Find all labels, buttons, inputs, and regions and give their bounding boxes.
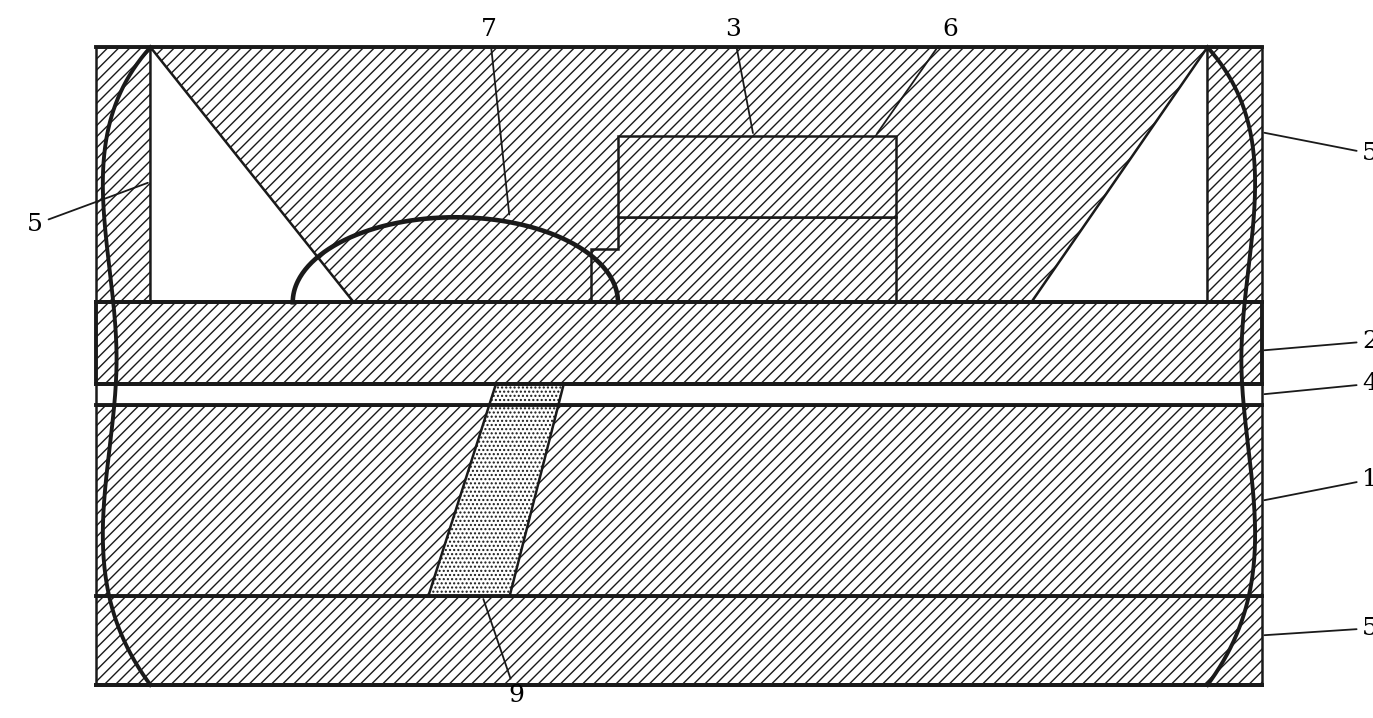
Text: 5: 5 bbox=[1265, 617, 1373, 640]
Polygon shape bbox=[1031, 47, 1207, 302]
Polygon shape bbox=[590, 218, 895, 302]
Polygon shape bbox=[96, 302, 1262, 384]
Text: 5: 5 bbox=[1265, 133, 1373, 165]
Text: 1: 1 bbox=[1265, 468, 1373, 500]
Text: 3: 3 bbox=[725, 18, 752, 133]
Text: 4: 4 bbox=[1265, 373, 1373, 396]
Text: 2: 2 bbox=[1265, 330, 1373, 353]
Polygon shape bbox=[96, 597, 1262, 685]
Polygon shape bbox=[96, 47, 1262, 302]
Text: 9: 9 bbox=[483, 599, 524, 707]
Polygon shape bbox=[96, 384, 1262, 405]
Polygon shape bbox=[151, 47, 354, 302]
Text: 7: 7 bbox=[482, 18, 509, 215]
Polygon shape bbox=[428, 384, 564, 597]
Polygon shape bbox=[618, 136, 895, 218]
Polygon shape bbox=[96, 405, 1262, 597]
Text: 5: 5 bbox=[27, 183, 148, 236]
Text: 6: 6 bbox=[877, 18, 958, 134]
